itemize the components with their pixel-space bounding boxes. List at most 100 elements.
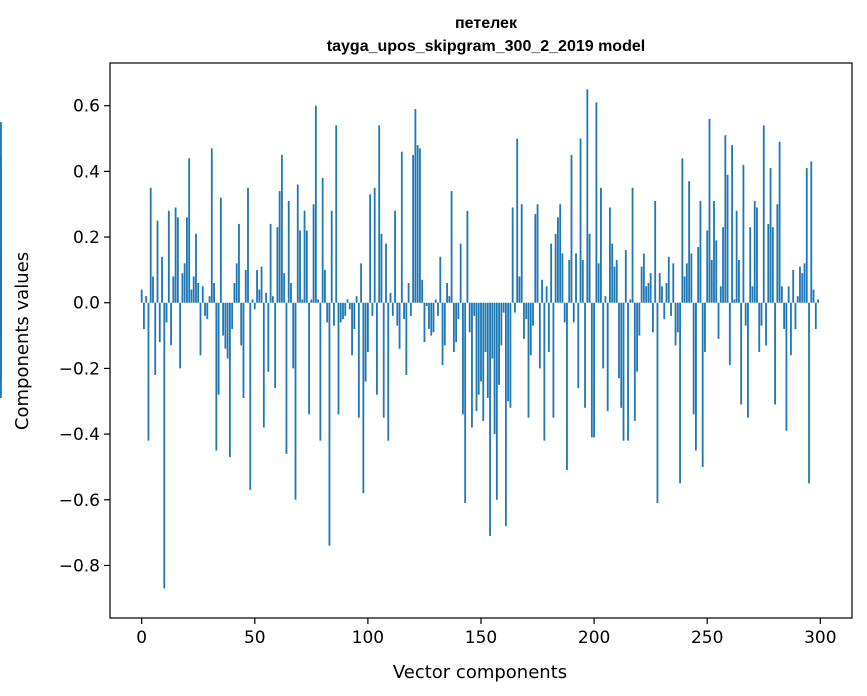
bar-26 bbox=[199, 302, 202, 356]
bar-74 bbox=[308, 302, 310, 415]
bar-8 bbox=[158, 302, 161, 343]
bar-150 bbox=[480, 302, 482, 382]
bar-70 bbox=[299, 230, 301, 303]
bar-94 bbox=[353, 302, 356, 329]
bar-224 bbox=[647, 283, 650, 303]
bar-108 bbox=[385, 243, 387, 303]
bar-196 bbox=[584, 302, 586, 408]
bar-254 bbox=[715, 240, 718, 303]
bar-72 bbox=[303, 210, 306, 303]
bar-183 bbox=[554, 233, 557, 303]
bar-269 bbox=[749, 227, 752, 303]
bar-64 bbox=[285, 302, 288, 454]
bar-290 bbox=[796, 296, 799, 303]
bar-58 bbox=[271, 296, 274, 303]
bar-5 bbox=[152, 276, 154, 303]
bar-160 bbox=[502, 302, 505, 313]
bar-275 bbox=[762, 125, 765, 303]
bar-278 bbox=[769, 168, 772, 303]
bar-272 bbox=[756, 207, 758, 303]
bar-245 bbox=[695, 302, 697, 451]
bar-113 bbox=[396, 302, 399, 326]
bar-97 bbox=[360, 263, 363, 303]
bar-209 bbox=[613, 266, 616, 303]
bar-249 bbox=[704, 302, 706, 352]
bar-41 bbox=[233, 283, 236, 303]
bars-group bbox=[0, 89, 819, 589]
bar-203 bbox=[599, 187, 602, 303]
bar-75 bbox=[310, 299, 313, 303]
bar-201 bbox=[595, 102, 598, 303]
bar-297 bbox=[812, 289, 815, 303]
bar-128 bbox=[430, 302, 433, 336]
bar-60 bbox=[276, 227, 279, 303]
bar-1 bbox=[143, 302, 145, 329]
bar-157 bbox=[495, 302, 498, 500]
bar-287 bbox=[790, 302, 792, 356]
bar-156 bbox=[493, 302, 496, 435]
bar-265 bbox=[740, 302, 743, 405]
bar-262 bbox=[733, 299, 736, 303]
bar-98 bbox=[362, 302, 365, 494]
bar-48 bbox=[249, 302, 252, 490]
bar-276 bbox=[765, 302, 767, 346]
bar-63 bbox=[283, 273, 286, 303]
bar-162 bbox=[507, 302, 510, 402]
bar-132 bbox=[439, 256, 442, 303]
bar-198 bbox=[588, 233, 591, 303]
bar-140 bbox=[457, 302, 460, 320]
bar-281 bbox=[776, 204, 779, 303]
bar-53 bbox=[260, 266, 263, 303]
bar-55 bbox=[265, 292, 267, 303]
bar-44 bbox=[240, 302, 243, 346]
bar-12 bbox=[167, 210, 170, 303]
bar-192 bbox=[575, 253, 577, 303]
bar-211 bbox=[618, 302, 620, 379]
bar-130 bbox=[434, 299, 437, 303]
bar-154 bbox=[489, 302, 491, 536]
bar-61 bbox=[278, 191, 281, 303]
bar-296 bbox=[810, 161, 813, 303]
bar-7 bbox=[156, 220, 159, 303]
bar-282 bbox=[778, 141, 781, 303]
bar-6 bbox=[154, 302, 157, 375]
bar-189 bbox=[568, 260, 571, 303]
bar-168 bbox=[520, 204, 523, 303]
bar-35 bbox=[219, 197, 222, 303]
x-tick-label: 0 bbox=[136, 628, 147, 648]
bar-205 bbox=[604, 296, 607, 303]
bar-51 bbox=[256, 269, 258, 303]
bar-217 bbox=[631, 187, 634, 303]
bar-73 bbox=[305, 230, 308, 303]
bar-17 bbox=[179, 302, 182, 369]
y-tick-label: −0.2 bbox=[59, 359, 100, 379]
x-axis-ticks: 0 50 100 150 200 250 300 bbox=[136, 618, 837, 648]
bar-25 bbox=[197, 283, 200, 303]
bar-110 bbox=[389, 292, 392, 303]
bar-274 bbox=[760, 302, 763, 326]
x-tick-label: 200 bbox=[578, 628, 610, 648]
bar-50 bbox=[253, 302, 256, 310]
bar-214 bbox=[624, 250, 627, 303]
bar-152 bbox=[484, 302, 487, 352]
bar-59 bbox=[274, 302, 277, 389]
bar-19 bbox=[183, 263, 186, 303]
bar-68 bbox=[294, 302, 297, 500]
bar-212 bbox=[620, 302, 623, 408]
bar-246 bbox=[697, 246, 700, 303]
x-tick-label: 250 bbox=[691, 628, 723, 648]
bar-77 bbox=[314, 105, 317, 303]
bar-21 bbox=[188, 158, 191, 303]
x-tick-label: 50 bbox=[244, 628, 266, 648]
bar-107 bbox=[382, 302, 385, 418]
bar-91 bbox=[346, 299, 349, 303]
bar-undefined bbox=[0, 302, 2, 398]
chart-subtitle: tayga_upos_skipgram_300_2_2019 model bbox=[327, 38, 645, 55]
bar-122 bbox=[416, 145, 419, 303]
y-tick-label: 0.6 bbox=[73, 97, 100, 117]
bar-146 bbox=[471, 302, 473, 428]
bar-96 bbox=[357, 302, 360, 418]
bar-79 bbox=[319, 302, 322, 441]
bar-204 bbox=[602, 302, 605, 369]
